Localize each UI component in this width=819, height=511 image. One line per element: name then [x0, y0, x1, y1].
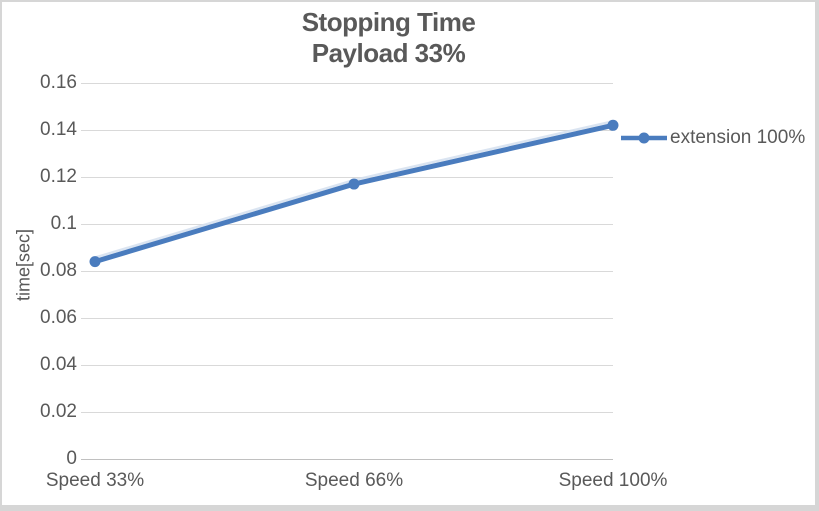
data-point-marker	[607, 119, 619, 131]
x-category-label: Speed 100%	[558, 470, 668, 491]
legend: extension 100%	[621, 127, 805, 149]
chart-title-block: Stopping Time Payload 33%	[0, 7, 777, 69]
y-tick-label: 0.06	[40, 307, 77, 328]
plot-area	[81, 83, 619, 460]
y-tick-label: 0.12	[40, 166, 77, 187]
y-tick-label: 0	[66, 448, 77, 469]
y-tick-label: 0.02	[40, 401, 77, 422]
y-tick-label: 0.16	[40, 72, 77, 93]
series-line	[92, 122, 616, 265]
x-category-label: Speed 33%	[45, 470, 145, 491]
chart-subtitle: Payload 33%	[311, 38, 466, 68]
y-tick-label: 0.1	[50, 213, 77, 234]
legend-line-marker-icon	[621, 132, 667, 144]
y-tick-label: 0.14	[40, 119, 77, 140]
chart-title: Stopping Time	[301, 7, 476, 37]
y-tick-label: 0.04	[40, 354, 77, 375]
data-point-marker	[348, 178, 360, 190]
y-tick-label: 0.08	[40, 260, 77, 281]
legend-label: extension 100%	[670, 127, 806, 148]
data-point-marker	[89, 256, 101, 268]
chart-background	[2, 2, 815, 505]
x-category-label: Speed 66%	[304, 470, 404, 491]
